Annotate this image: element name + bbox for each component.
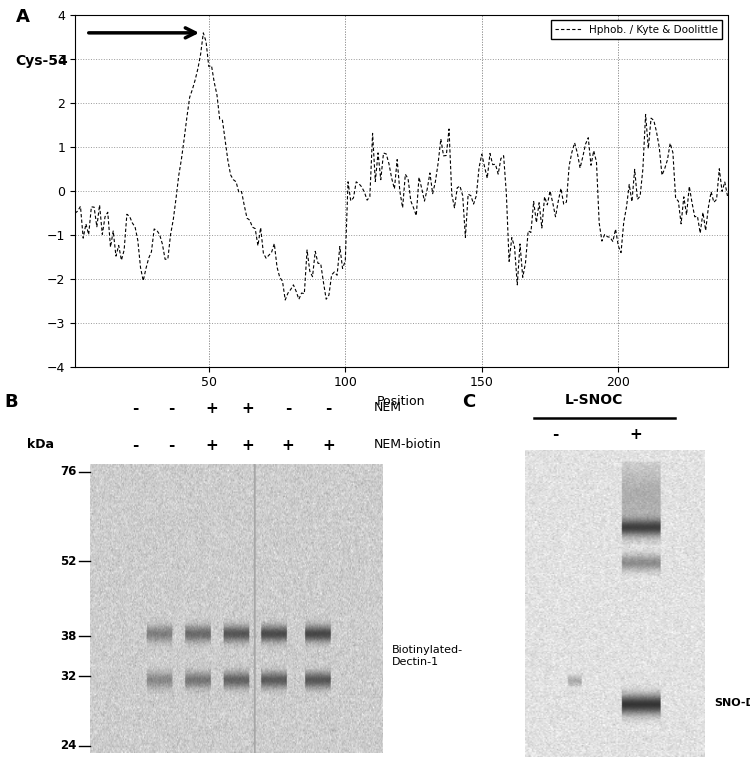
Text: 76: 76 bbox=[60, 465, 76, 478]
Text: +: + bbox=[242, 401, 254, 416]
Text: -: - bbox=[168, 401, 174, 416]
Text: 52: 52 bbox=[60, 555, 76, 568]
Text: -: - bbox=[168, 439, 174, 453]
Text: +: + bbox=[205, 401, 218, 416]
Text: -: - bbox=[552, 427, 558, 442]
Text: NEM: NEM bbox=[374, 401, 401, 414]
Text: 32: 32 bbox=[60, 670, 76, 683]
Text: Cys-54: Cys-54 bbox=[16, 54, 68, 68]
Text: SNO-Dectin-1: SNO-Dectin-1 bbox=[714, 698, 750, 708]
Text: C: C bbox=[462, 393, 476, 411]
Text: 38: 38 bbox=[60, 630, 76, 643]
Text: +: + bbox=[322, 439, 334, 453]
Text: B: B bbox=[4, 393, 18, 411]
Text: +: + bbox=[242, 439, 254, 453]
Text: +: + bbox=[282, 439, 294, 453]
Text: 24: 24 bbox=[60, 739, 76, 752]
Text: +: + bbox=[630, 427, 642, 442]
Text: +: + bbox=[205, 439, 218, 453]
Text: -: - bbox=[326, 401, 332, 416]
Text: kDa: kDa bbox=[27, 439, 54, 452]
Text: A: A bbox=[16, 8, 30, 26]
Text: -: - bbox=[132, 401, 138, 416]
Text: -: - bbox=[132, 439, 138, 453]
Text: -: - bbox=[285, 401, 291, 416]
Text: Biotinylated-
Dectin-1: Biotinylated- Dectin-1 bbox=[392, 646, 463, 667]
Text: NEM-biotin: NEM-biotin bbox=[374, 439, 441, 452]
Text: L-SNOC: L-SNOC bbox=[565, 393, 623, 407]
X-axis label: Position: Position bbox=[377, 395, 425, 408]
Legend: Hphob. / Kyte & Doolittle: Hphob. / Kyte & Doolittle bbox=[550, 21, 722, 39]
